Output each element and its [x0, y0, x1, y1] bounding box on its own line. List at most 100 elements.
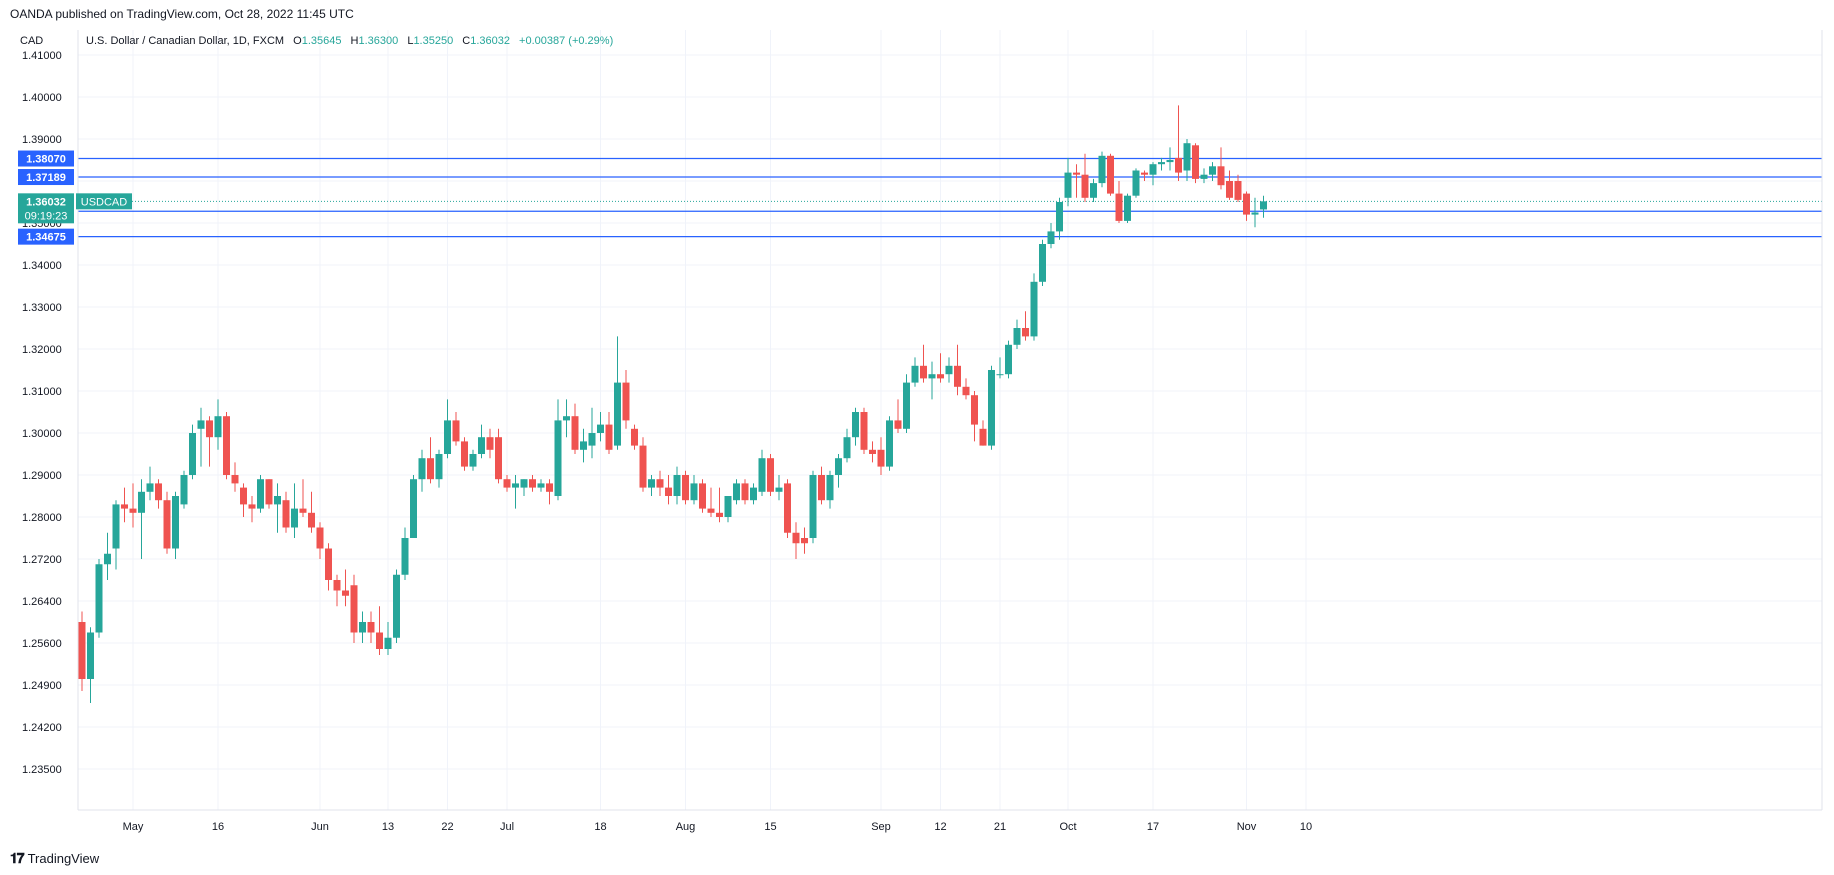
legend-open: 1.35645: [302, 35, 342, 47]
candle-body: [231, 475, 239, 484]
candle: [274, 483, 281, 533]
x-tick-label: 21: [994, 821, 1006, 833]
candle-body: [648, 479, 655, 488]
candle: [1149, 162, 1157, 186]
candle: [835, 454, 842, 488]
y-tick-label: 1.25600: [22, 638, 62, 650]
candle-body: [597, 424, 604, 433]
x-tick-label: 17: [1147, 821, 1159, 833]
candle-body: [461, 441, 468, 467]
candle: [546, 479, 553, 505]
candle: [614, 336, 621, 450]
candle-body: [792, 532, 800, 544]
candle-body: [1030, 281, 1038, 337]
candle: [78, 611, 86, 691]
candle: [248, 496, 256, 523]
candle-body: [767, 458, 774, 492]
candle-body: [1217, 166, 1225, 186]
candle: [563, 399, 570, 438]
candle-body: [1064, 172, 1072, 198]
candle: [1209, 162, 1216, 181]
candle-body: [741, 483, 749, 501]
candle-body: [359, 622, 366, 633]
candle-body: [1107, 155, 1114, 194]
candle: [1166, 147, 1174, 171]
candle: [784, 479, 791, 538]
tradingview-brand[interactable]: 𝟏𝟕 TradingView: [10, 850, 99, 867]
candle: [741, 479, 749, 505]
candle-body: [639, 445, 647, 488]
candle-body: [197, 420, 205, 429]
candle-body: [971, 395, 978, 425]
candle-body: [1260, 201, 1267, 210]
candle: [707, 487, 715, 517]
candle: [350, 574, 358, 643]
candle-body: [818, 475, 825, 501]
candle: [894, 399, 902, 433]
candle-body: [384, 637, 392, 649]
candle: [461, 437, 468, 471]
candle: [452, 412, 460, 446]
level-label: 1.38070: [26, 154, 66, 166]
x-tick-label: May: [123, 821, 144, 833]
x-tick-label: Oct: [1059, 821, 1076, 833]
candle-body: [1081, 174, 1089, 198]
legend-low: 1.35250: [413, 35, 453, 47]
candle-body: [826, 475, 834, 501]
candle-body: [78, 622, 86, 679]
candle: [801, 527, 808, 554]
x-tick-label: 12: [934, 821, 946, 833]
candle-body: [418, 458, 426, 480]
candle-body: [877, 449, 885, 467]
candle: [631, 424, 638, 450]
candle: [418, 449, 426, 492]
level-label: 1.37189: [26, 172, 66, 184]
symbol-tag: [76, 193, 132, 210]
candle: [622, 370, 630, 429]
candle: [911, 357, 919, 387]
candle-body: [1226, 181, 1233, 198]
x-tick-label: Sep: [871, 821, 891, 833]
candle: [537, 479, 545, 492]
candle-body: [631, 428, 638, 446]
candle: [206, 416, 213, 467]
candle: [495, 428, 502, 484]
candle: [1243, 191, 1250, 221]
candle: [665, 475, 672, 505]
candle-body: [1200, 174, 1208, 179]
candle: [478, 424, 485, 459]
candle: [214, 399, 222, 450]
candle: [129, 483, 137, 528]
y-tick-label: 1.30000: [22, 428, 62, 440]
candle-body: [1192, 145, 1199, 179]
candle-body: [274, 496, 281, 505]
candle: [767, 454, 774, 496]
x-tick-label: 18: [594, 821, 606, 833]
candle-body: [758, 458, 766, 492]
candle-body: [1234, 181, 1242, 200]
candle-body: [214, 416, 222, 438]
candle: [308, 491, 315, 533]
candle: [121, 487, 128, 523]
candle-body: [401, 538, 409, 575]
candle-body: [1149, 164, 1157, 175]
candle-body: [801, 538, 808, 544]
level-tag: [18, 150, 74, 167]
candle: [843, 428, 851, 463]
candle-body: [1124, 195, 1131, 221]
candle: [316, 522, 324, 559]
candle: [1217, 147, 1225, 190]
candle: [639, 437, 647, 492]
candle-body: [291, 508, 298, 528]
candle: [367, 611, 375, 643]
candle: [503, 475, 511, 492]
candle-body: [486, 437, 494, 450]
candle-body: [248, 504, 256, 509]
y-tick-label: 1.29000: [22, 470, 62, 482]
candle: [979, 420, 987, 446]
candle-body: [478, 437, 485, 454]
candle: [733, 479, 740, 505]
candle-body: [1251, 212, 1259, 215]
candle-body: [1039, 244, 1046, 282]
